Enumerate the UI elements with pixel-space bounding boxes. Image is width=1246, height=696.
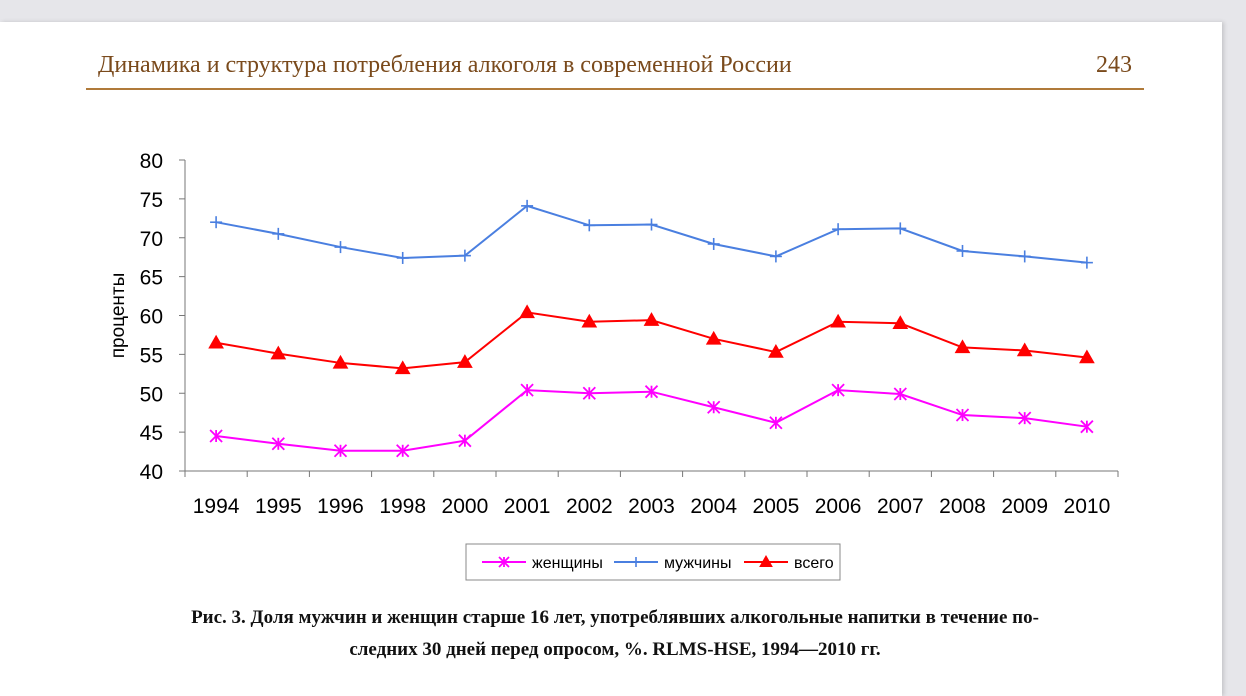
data-point xyxy=(582,386,596,400)
document-page: Динамика и структура потребления алкогол… xyxy=(0,22,1222,696)
data-point xyxy=(645,218,658,231)
x-tick-label: 2007 xyxy=(877,495,924,518)
data-point xyxy=(892,315,909,330)
data-point xyxy=(334,241,347,254)
x-tick-label: 2009 xyxy=(1001,495,1048,518)
data-point xyxy=(955,408,970,422)
data-point xyxy=(520,383,534,397)
data-point xyxy=(458,249,471,262)
chart-axes: 80 75 70 65 60 55 50 45 40 1994 1995 1996 1998 2000 20… xyxy=(108,150,1119,518)
line-chart: 80 75 70 65 60 55 50 45 40 1994 1995 1996 1998 2000 20… xyxy=(108,150,1119,581)
y-tick-label: 65 xyxy=(140,267,163,290)
x-tick-label: 2008 xyxy=(939,495,986,518)
data-point xyxy=(831,383,845,397)
data-point xyxy=(707,237,720,250)
x-tick-label: 1995 xyxy=(255,495,302,518)
data-point xyxy=(1080,420,1094,434)
data-point xyxy=(954,339,971,354)
x-tick-label: 2006 xyxy=(815,495,862,518)
data-point xyxy=(394,360,411,375)
data-point xyxy=(1018,411,1032,425)
y-tick-label: 60 xyxy=(140,306,163,329)
x-tick-label: 2000 xyxy=(442,495,489,518)
data-point xyxy=(332,354,349,369)
data-point xyxy=(1016,342,1033,357)
data-point xyxy=(583,219,596,232)
x-tick-label: 2003 xyxy=(628,495,675,518)
y-axis-title: проценты xyxy=(108,273,129,359)
data-point xyxy=(707,400,721,414)
data-point xyxy=(272,227,285,240)
figure-caption: Рис. 3. Доля мужчин и женщин старше 16 л… xyxy=(90,602,1140,666)
legend-swatch-marker xyxy=(498,556,510,568)
legend-label: женщины xyxy=(532,555,603,572)
x-tick-label: 2001 xyxy=(504,495,551,518)
y-tick-label: 45 xyxy=(140,422,163,445)
legend-item-1: мужчины xyxy=(614,555,732,572)
data-point xyxy=(521,199,534,212)
data-point xyxy=(832,223,845,236)
x-tick-label: 2005 xyxy=(753,495,800,518)
chart-series xyxy=(208,199,1095,458)
data-point xyxy=(396,444,410,458)
x-tick-label: 1994 xyxy=(193,495,240,518)
running-header: Динамика и структура потребления алкогол… xyxy=(86,48,1144,90)
data-point xyxy=(705,330,722,345)
x-tick-label: 1996 xyxy=(317,495,364,518)
data-point xyxy=(644,385,659,399)
data-point xyxy=(1080,256,1093,269)
data-point xyxy=(270,345,287,360)
data-point xyxy=(271,437,285,451)
data-point xyxy=(457,354,473,368)
data-point xyxy=(769,250,782,263)
legend-label: всего xyxy=(794,555,834,572)
x-tick-label: 2010 xyxy=(1064,495,1111,518)
data-point xyxy=(956,244,969,257)
legend-label: мужчины xyxy=(664,555,732,572)
y-tick-label: 40 xyxy=(140,461,163,484)
y-tick-label: 55 xyxy=(140,344,163,367)
series-2 xyxy=(208,304,1095,375)
data-point xyxy=(210,216,223,229)
legend-swatch-marker xyxy=(631,557,641,567)
data-point xyxy=(894,222,907,235)
y-tick-label: 80 xyxy=(140,150,163,173)
y-tick-label: 75 xyxy=(140,189,163,212)
caption-line-2: следних 30 дней перед опросом, %. RLMS-H… xyxy=(349,639,881,660)
x-tick-label: 1998 xyxy=(379,495,426,518)
caption-line-1: Рис. 3. Доля мужчин и женщин старше 16 л… xyxy=(191,607,1039,628)
legend-swatch-marker xyxy=(759,554,773,567)
data-point xyxy=(769,416,783,430)
data-point xyxy=(333,444,348,458)
data-point xyxy=(458,434,472,448)
x-tick-label: 2004 xyxy=(690,495,737,518)
legend-item-2: всего xyxy=(744,554,834,572)
chart-legend: женщины мужчины всего xyxy=(465,543,841,581)
x-tick-label: 2002 xyxy=(566,495,613,518)
data-point xyxy=(519,304,535,319)
running-title: Динамика и структура потребления алкогол… xyxy=(98,52,792,78)
data-point xyxy=(581,313,598,328)
series-0 xyxy=(209,383,1094,458)
data-point xyxy=(209,429,223,443)
data-point xyxy=(643,312,660,326)
page-number: 243 xyxy=(1096,52,1132,78)
y-tick-label: 70 xyxy=(140,228,163,251)
data-point xyxy=(1079,349,1095,364)
data-point xyxy=(208,334,224,349)
data-point xyxy=(1018,250,1031,263)
data-point xyxy=(396,251,409,264)
data-point xyxy=(768,344,784,358)
legend-item-0: женщины xyxy=(482,555,603,572)
series-1 xyxy=(210,199,1093,269)
data-point xyxy=(893,387,907,401)
y-tick-label: 50 xyxy=(140,383,163,406)
data-point xyxy=(830,313,846,328)
series-line xyxy=(215,204,1087,264)
